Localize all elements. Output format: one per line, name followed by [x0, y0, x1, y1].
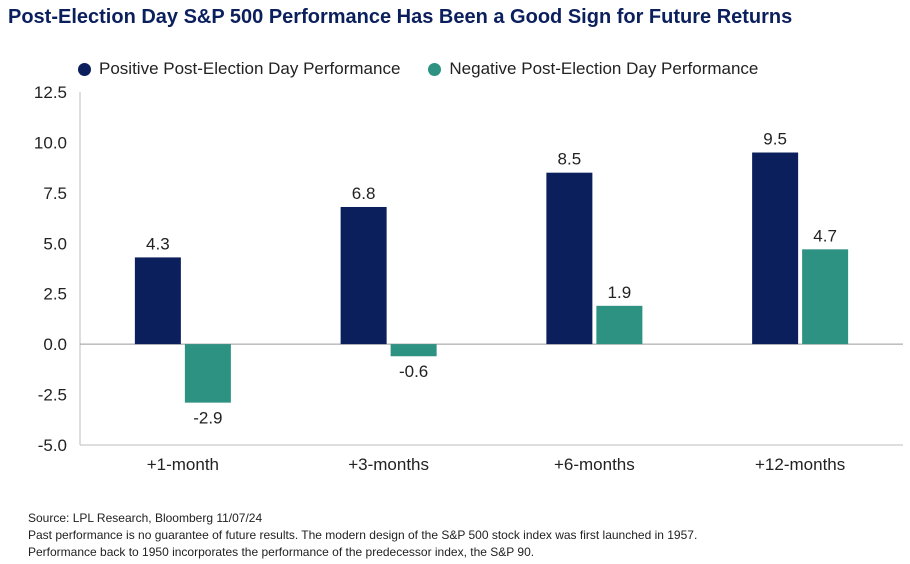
legend-marker-positive: [78, 62, 91, 76]
bar-value-label: 4.3: [146, 234, 170, 253]
y-tick-label: 0.0: [43, 335, 67, 354]
bar-negative: [802, 249, 849, 345]
bar-value-label: 9.5: [763, 130, 787, 149]
legend-label-positive: Positive Post-Election Day Performance: [99, 59, 401, 78]
y-tick-label: 7.5: [43, 184, 67, 203]
bar-positive: [752, 152, 799, 345]
bar-value-label: 8.5: [558, 150, 582, 169]
bar-positive: [546, 172, 593, 345]
bar-value-label: 6.8: [352, 184, 376, 203]
bar-positive: [340, 206, 387, 345]
disclaimer-line-2: Performance back to 1950 incorporates th…: [28, 545, 535, 559]
bar-value-label: -2.9: [193, 409, 222, 428]
y-tick-label: -5.0: [38, 436, 67, 455]
bar-negative: [390, 344, 437, 357]
y-tick-label: 2.5: [43, 285, 67, 304]
y-tick-label: 12.5: [34, 83, 67, 102]
bar-value-label: 4.7: [813, 226, 837, 245]
x-tick-label: +6-months: [554, 455, 635, 474]
x-tick-label: +3-months: [348, 455, 429, 474]
disclaimer-line-1: Past performance is no guarantee of futu…: [28, 528, 698, 542]
y-tick-label: -2.5: [38, 386, 67, 405]
legend-marker-negative: [428, 62, 442, 76]
bar-positive: [134, 257, 181, 345]
x-tick-label: +12-months: [755, 455, 845, 474]
bar-negative: [596, 305, 643, 345]
bar-value-label: 1.9: [608, 283, 632, 302]
bar-chart: 12.5 10.0 7.5 5.0 2.5 0.0 -2.5 -5.0 4.3 -2.9 +1-mo…: [34, 83, 903, 474]
bar-value-label: -0.6: [399, 362, 428, 381]
footnotes: Source: LPL Research, Bloomberg 11/07/24…: [28, 510, 697, 561]
y-tick-label: 5.0: [43, 234, 67, 253]
legend-label-negative: Negative Post-Election Day Performance: [449, 59, 759, 78]
bar-negative: [184, 344, 231, 403]
x-tick-label: +1-month: [147, 455, 219, 474]
legend: Positive Post-Election Day Performance N…: [78, 59, 758, 79]
chart-title: Post-Election Day S&P 500 Performance Ha…: [8, 6, 793, 28]
source-note: Source: LPL Research, Bloomberg 11/07/24: [28, 511, 263, 525]
legend-item-negative: Negative Post-Election Day Performance: [428, 59, 758, 79]
legend-item-positive: Positive Post-Election Day Performance: [78, 59, 400, 79]
y-tick-label: 10.0: [34, 133, 67, 152]
